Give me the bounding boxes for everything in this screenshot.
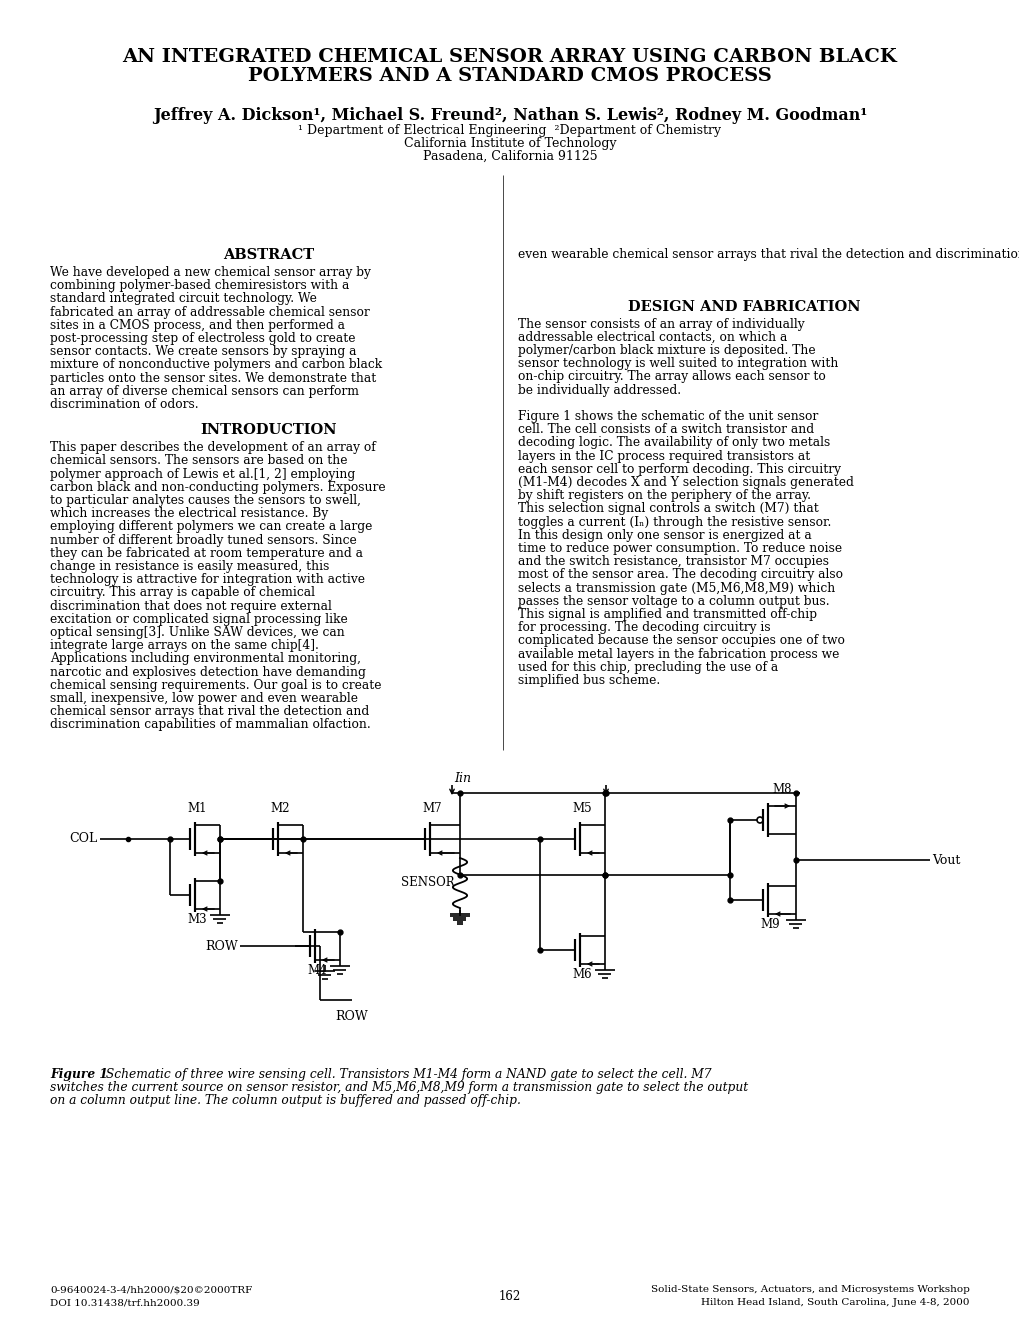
Text: ROW: ROW [205, 940, 237, 953]
Text: The sensor consists of an array of individually: The sensor consists of an array of indiv… [518, 318, 804, 330]
Text: Figure 1: Figure 1 [50, 1068, 108, 1081]
Text: on a column output line. The column output is buffered and passed off-chip.: on a column output line. The column outp… [50, 1094, 521, 1107]
Text: circuitry. This array is capable of chemical: circuitry. This array is capable of chem… [50, 586, 315, 599]
Text: available metal layers in the fabrication process we: available metal layers in the fabricatio… [518, 648, 839, 660]
Text: M6: M6 [572, 968, 591, 981]
Text: M8: M8 [771, 783, 791, 796]
Text: technology is attractive for integration with active: technology is attractive for integration… [50, 573, 365, 586]
Text: each sensor cell to perform decoding. This circuitry: each sensor cell to perform decoding. Th… [518, 463, 841, 475]
Text: (M1-M4) decodes X and Y selection signals generated: (M1-M4) decodes X and Y selection signal… [518, 477, 853, 488]
Text: employing different polymers we can create a large: employing different polymers we can crea… [50, 520, 372, 533]
Text: chemical sensor arrays that rival the detection and: chemical sensor arrays that rival the de… [50, 705, 369, 718]
Text: Hilton Head Island, South Carolina, June 4-8, 2000: Hilton Head Island, South Carolina, June… [701, 1298, 969, 1307]
Text: Schematic of three wire sensing cell. Transistors M1-M4 form a NAND gate to sele: Schematic of three wire sensing cell. Tr… [102, 1068, 711, 1081]
Text: DESIGN AND FABRICATION: DESIGN AND FABRICATION [627, 300, 859, 314]
Text: even wearable chemical sensor arrays that rival the detection and discrimination: even wearable chemical sensor arrays tha… [518, 248, 1019, 261]
Text: Iin: Iin [453, 772, 471, 785]
Text: simplified bus scheme.: simplified bus scheme. [518, 675, 659, 686]
Text: California Institute of Technology: California Institute of Technology [404, 137, 615, 150]
Text: M2: M2 [270, 803, 289, 814]
Text: ROW: ROW [335, 1010, 368, 1023]
Text: sensor technology is well suited to integration with: sensor technology is well suited to inte… [518, 358, 838, 370]
Text: ABSTRACT: ABSTRACT [223, 248, 314, 261]
Text: integrate large arrays on the same chip[4].: integrate large arrays on the same chip[… [50, 639, 319, 652]
Text: COL: COL [69, 833, 98, 846]
Text: which increases the electrical resistance. By: which increases the electrical resistanc… [50, 507, 328, 520]
Text: they can be fabricated at room temperature and a: they can be fabricated at room temperatu… [50, 546, 363, 560]
Text: for processing. The decoding circuitry is: for processing. The decoding circuitry i… [518, 622, 770, 634]
Text: chemical sensing requirements. Our goal is to create: chemical sensing requirements. Our goal … [50, 678, 381, 692]
Text: In this design only one sensor is energized at a: In this design only one sensor is energi… [518, 529, 811, 541]
Text: M1: M1 [187, 803, 207, 814]
Text: Solid-State Sensors, Actuators, and Microsystems Workshop: Solid-State Sensors, Actuators, and Micr… [650, 1284, 969, 1294]
Text: polymer approach of Lewis et al.[1, 2] employing: polymer approach of Lewis et al.[1, 2] e… [50, 467, 355, 480]
Text: optical sensing[3]. Unlike SAW devices, we can: optical sensing[3]. Unlike SAW devices, … [50, 626, 344, 639]
Text: excitation or complicated signal processing like: excitation or complicated signal process… [50, 612, 347, 626]
Text: discrimination that does not require external: discrimination that does not require ext… [50, 599, 331, 612]
Text: POLYMERS AND A STANDARD CMOS PROCESS: POLYMERS AND A STANDARD CMOS PROCESS [248, 67, 771, 84]
Text: chemical sensors. The sensors are based on the: chemical sensors. The sensors are based … [50, 454, 347, 467]
Text: combining polymer-based chemiresistors with a: combining polymer-based chemiresistors w… [50, 280, 350, 292]
Text: Figure 1 shows the schematic of the unit sensor: Figure 1 shows the schematic of the unit… [518, 411, 817, 422]
Text: fabricated an array of addressable chemical sensor: fabricated an array of addressable chemi… [50, 306, 370, 318]
Text: post-processing step of electroless gold to create: post-processing step of electroless gold… [50, 333, 356, 345]
Text: sensor contacts. We create sensors by spraying a: sensor contacts. We create sensors by sp… [50, 346, 357, 358]
Text: mixture of nonconductive polymers and carbon black: mixture of nonconductive polymers and ca… [50, 359, 382, 371]
Text: Pasadena, California 91125: Pasadena, California 91125 [422, 150, 597, 162]
Text: used for this chip, precluding the use of a: used for this chip, precluding the use o… [518, 661, 777, 673]
Text: cell. The cell consists of a switch transistor and: cell. The cell consists of a switch tran… [518, 424, 813, 436]
Text: discrimination of odors.: discrimination of odors. [50, 399, 199, 411]
Text: M7: M7 [422, 803, 441, 814]
Text: passes the sensor voltage to a column output bus.: passes the sensor voltage to a column ou… [518, 595, 828, 607]
Text: be individually addressed.: be individually addressed. [518, 384, 681, 396]
Text: polymer/carbon black mixture is deposited. The: polymer/carbon black mixture is deposite… [518, 345, 815, 356]
Text: and the switch resistance, transistor M7 occupies: and the switch resistance, transistor M7… [518, 556, 828, 568]
Text: M5: M5 [572, 803, 591, 814]
Text: number of different broadly tuned sensors. Since: number of different broadly tuned sensor… [50, 533, 357, 546]
Text: carbon black and non-conducting polymers. Exposure: carbon black and non-conducting polymers… [50, 480, 385, 494]
Text: change in resistance is easily measured, this: change in resistance is easily measured,… [50, 560, 329, 573]
Text: discrimination capabilities of mammalian olfaction.: discrimination capabilities of mammalian… [50, 718, 370, 731]
Text: layers in the IC process required transistors at: layers in the IC process required transi… [518, 450, 809, 462]
Text: Jeffrey A. Dickson¹, Michael S. Freund², Nathan S. Lewis², Rodney M. Goodman¹: Jeffrey A. Dickson¹, Michael S. Freund²,… [153, 107, 866, 124]
Text: ¹ Department of Electrical Engineering  ²Department of Chemistry: ¹ Department of Electrical Engineering ²… [299, 124, 720, 137]
Text: switches the current source on sensor resistor, and M5,M6,M8,M9 form a transmiss: switches the current source on sensor re… [50, 1081, 747, 1094]
Text: 162: 162 [498, 1290, 521, 1303]
Text: This paper describes the development of an array of: This paper describes the development of … [50, 441, 375, 454]
Text: decoding logic. The availability of only two metals: decoding logic. The availability of only… [518, 437, 829, 449]
Text: standard integrated circuit technology. We: standard integrated circuit technology. … [50, 293, 317, 305]
Text: Applications including environmental monitoring,: Applications including environmental mon… [50, 652, 361, 665]
Text: AN INTEGRATED CHEMICAL SENSOR ARRAY USING CARBON BLACK: AN INTEGRATED CHEMICAL SENSOR ARRAY USIN… [122, 48, 897, 66]
Text: on-chip circuitry. The array allows each sensor to: on-chip circuitry. The array allows each… [518, 371, 825, 383]
Text: 0-9640024-3-4/hh2000/$20©2000TRF: 0-9640024-3-4/hh2000/$20©2000TRF [50, 1284, 252, 1294]
Text: addressable electrical contacts, on which a: addressable electrical contacts, on whic… [518, 331, 787, 343]
Text: most of the sensor area. The decoding circuitry also: most of the sensor area. The decoding ci… [518, 569, 842, 581]
Text: This signal is amplified and transmitted off-chip: This signal is amplified and transmitted… [518, 609, 816, 620]
Text: We have developed a new chemical sensor array by: We have developed a new chemical sensor … [50, 267, 371, 279]
Text: This selection signal controls a switch (M7) that: This selection signal controls a switch … [518, 503, 818, 515]
Text: narcotic and explosives detection have demanding: narcotic and explosives detection have d… [50, 665, 366, 678]
Text: small, inexpensive, low power and even wearable: small, inexpensive, low power and even w… [50, 692, 358, 705]
Text: M3: M3 [187, 913, 207, 927]
Text: to particular analytes causes the sensors to swell,: to particular analytes causes the sensor… [50, 494, 361, 507]
Text: time to reduce power consumption. To reduce noise: time to reduce power consumption. To red… [518, 543, 842, 554]
Text: an array of diverse chemical sensors can perform: an array of diverse chemical sensors can… [50, 385, 359, 397]
Text: M9: M9 [759, 917, 780, 931]
Text: particles onto the sensor sites. We demonstrate that: particles onto the sensor sites. We demo… [50, 372, 376, 384]
Text: Vout: Vout [931, 854, 960, 866]
Text: complicated because the sensor occupies one of two: complicated because the sensor occupies … [518, 635, 844, 647]
Text: DOI 10.31438/trf.hh2000.39: DOI 10.31438/trf.hh2000.39 [50, 1298, 200, 1307]
Text: by shift registers on the periphery of the array.: by shift registers on the periphery of t… [518, 490, 810, 502]
Text: selects a transmission gate (M5,M6,M8,M9) which: selects a transmission gate (M5,M6,M8,M9… [518, 582, 835, 594]
Text: M4: M4 [307, 964, 326, 977]
Text: sites in a CMOS process, and then performed a: sites in a CMOS process, and then perfor… [50, 319, 344, 331]
Text: INTRODUCTION: INTRODUCTION [201, 424, 337, 437]
Text: toggles a current (Iₙ) through the resistive sensor.: toggles a current (Iₙ) through the resis… [518, 516, 830, 528]
Text: SENSOR: SENSOR [401, 876, 454, 890]
